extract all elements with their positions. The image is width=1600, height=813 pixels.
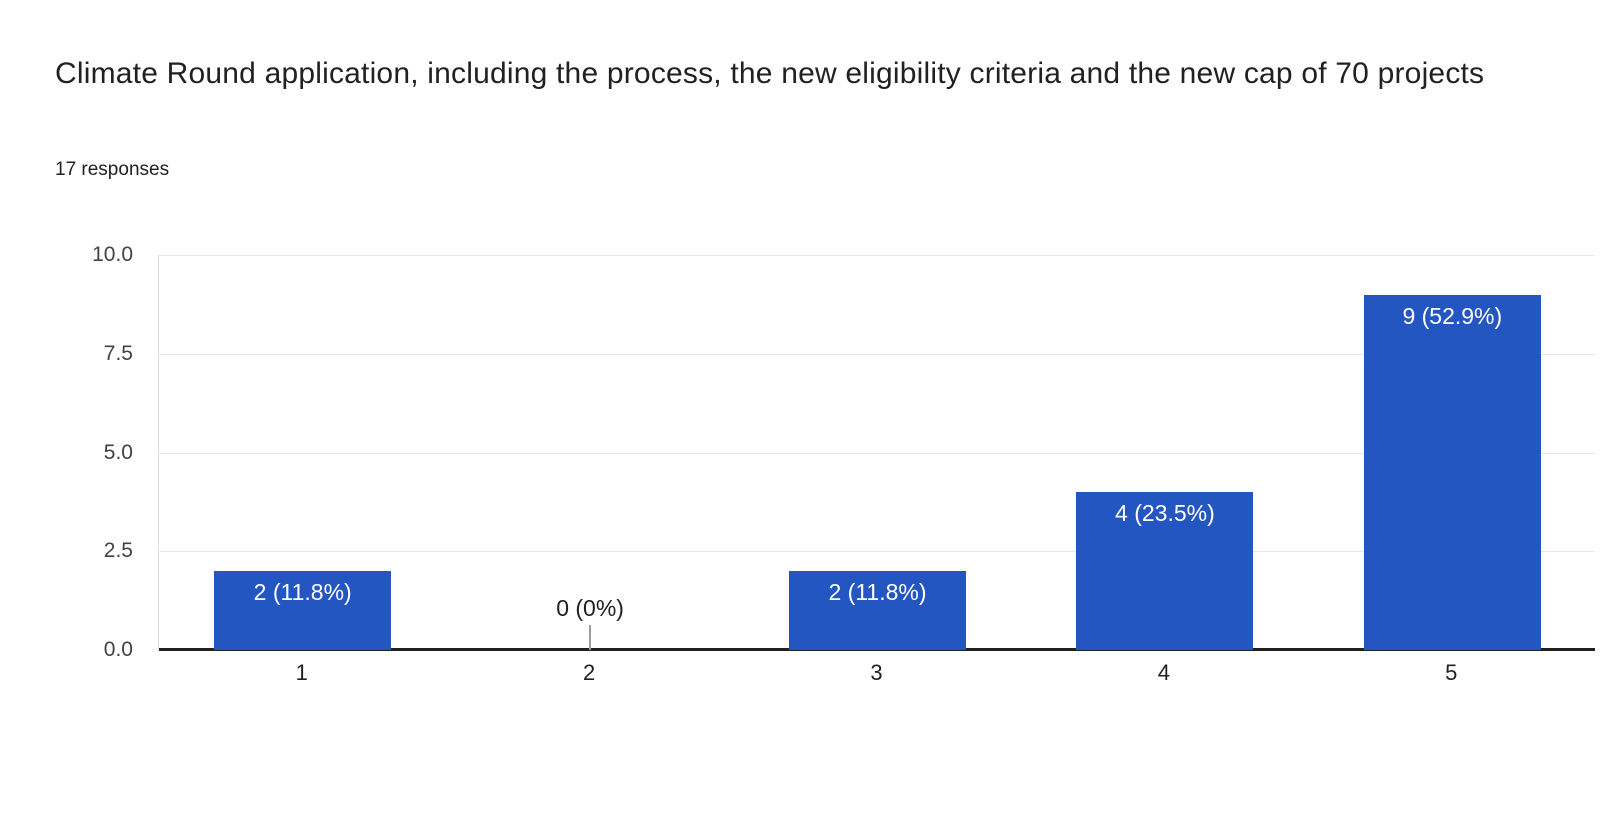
zero-stub-line [589, 625, 592, 650]
x-tick-label: 4 [1157, 660, 1170, 685]
plot-area: 2 (11.8%) 0 (0%) 2 (11.8%) 4 (23.5%) 9 (52.9… [158, 255, 1595, 651]
y-tick-label: 5.0 [103, 440, 133, 464]
y-tick-label: 10.0 [92, 243, 133, 266]
y-axis: 0.0 2.5 5.0 7.5 10.0 [0, 243, 133, 661]
bar-value-label: 2 (11.8%) [253, 579, 352, 605]
y-tick-label: 0.0 [103, 638, 133, 661]
bar-value-label: 9 (52.9%) [1402, 302, 1503, 329]
bar-value-label: 4 (23.5%) [1115, 500, 1215, 526]
gridline [159, 452, 1595, 454]
zero-value-label: 0 (0%) [556, 595, 624, 621]
y-tick-label: 2.5 [103, 539, 133, 563]
bar: 2 (11.8%) [214, 571, 392, 650]
x-tick-label: 1 [295, 660, 308, 685]
x-tick-label: 5 [1445, 660, 1458, 685]
gridline [159, 551, 1595, 553]
gridline [159, 353, 1595, 355]
responses-count: 17 responses [55, 159, 170, 180]
bar-value-label: 2 (11.8%) [828, 579, 927, 605]
bar: 9 (52.9%) [1363, 294, 1541, 650]
bar: 2 (11.8%) [789, 571, 966, 650]
x-tick-label: 3 [870, 660, 883, 685]
x-tick-label: 2 [582, 660, 596, 685]
question-title: Climate Round application, including the… [55, 57, 1485, 90]
y-tick-label: 7.5 [103, 341, 133, 365]
x-axis: 1 2 3 4 5 [158, 659, 1595, 691]
gridline [159, 255, 1595, 256]
bar: 4 (23.5%) [1076, 492, 1254, 650]
